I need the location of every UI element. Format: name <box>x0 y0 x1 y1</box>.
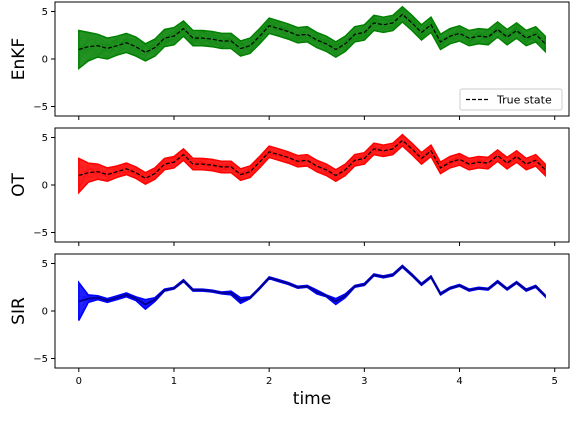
sir-ensemble-band <box>78 264 546 321</box>
ot-plot-area <box>78 133 546 195</box>
ot-ensemble-band <box>78 133 546 195</box>
sir-plot-area <box>78 264 546 321</box>
sir-x-tick-label: 2 <box>266 376 272 387</box>
sir-y-tick-label: 0 <box>42 307 48 318</box>
ot-y-ticks: −5 0 5 <box>33 133 55 239</box>
sir-ensemble-member <box>78 266 546 303</box>
sir-ensemble-member <box>78 266 546 318</box>
sir-ensemble-member <box>78 266 546 304</box>
sir-ensemble-member <box>78 266 546 303</box>
sir-ensemble-member <box>78 266 546 318</box>
enkf-ylabel: EnKF <box>9 38 29 80</box>
legend-true-state-label: True state <box>496 94 552 107</box>
sir-x-tick-label: 1 <box>171 376 177 387</box>
ot-axes-frame <box>54 127 570 243</box>
sir-xlabel: time <box>293 389 331 409</box>
ot-y-tick-label: −5 <box>33 228 48 239</box>
sir-y-ticks: −5 0 5 <box>33 259 55 365</box>
enkf-y-ticks: −5 0 5 <box>33 7 55 113</box>
legend: True state <box>459 88 563 111</box>
enkf-y-tick-label: −5 <box>33 102 48 113</box>
sir-ensemble-member <box>78 265 546 301</box>
sir-ensemble-member <box>78 266 546 317</box>
ot-true-state-line <box>78 139 546 179</box>
panel-sir: −5 0 5 0 1 2 3 4 5 SIR time <box>9 253 570 409</box>
ot-x-ticks <box>78 242 556 246</box>
sir-x-tick-label: 0 <box>76 376 82 387</box>
sir-ensemble-member <box>78 264 546 319</box>
sir-ensemble-member <box>78 264 546 303</box>
sir-ensemble-member <box>78 265 546 303</box>
panel-ot: −5 0 5 OT <box>9 127 570 246</box>
sir-x-tick-label: 5 <box>552 376 558 387</box>
sir-axes-frame <box>54 253 570 369</box>
sir-ensemble-member <box>78 266 546 305</box>
sir-ylabel: SIR <box>9 297 29 325</box>
sir-y-tick-label: −5 <box>33 354 48 365</box>
sir-ensemble-mean-line <box>78 265 546 306</box>
enkf-ensemble-band <box>78 5 546 71</box>
panel-enkf: −5 0 5 EnKF True state <box>9 1 570 120</box>
sir-x-ticks: 0 1 2 3 4 5 <box>76 368 558 387</box>
sir-y-tick-label: 5 <box>42 259 48 270</box>
enkf-plot-area <box>78 5 546 71</box>
sir-ensemble-member <box>78 265 546 302</box>
enkf-true-state-line <box>78 13 546 54</box>
legend-box <box>459 88 563 111</box>
sir-ensemble-member <box>78 266 546 318</box>
ot-y-tick-label: 0 <box>42 181 48 192</box>
sir-x-tick-label: 4 <box>456 376 462 387</box>
ot-ylabel: OT <box>9 173 29 197</box>
enkf-y-tick-label: 5 <box>42 7 48 18</box>
ot-y-tick-label: 5 <box>42 133 48 144</box>
enkf-x-ticks <box>78 116 556 120</box>
sir-ensemble-member <box>78 266 546 303</box>
sir-x-tick-label: 3 <box>361 376 367 387</box>
enkf-y-tick-label: 0 <box>42 55 48 66</box>
sir-ensemble-member <box>78 265 546 303</box>
